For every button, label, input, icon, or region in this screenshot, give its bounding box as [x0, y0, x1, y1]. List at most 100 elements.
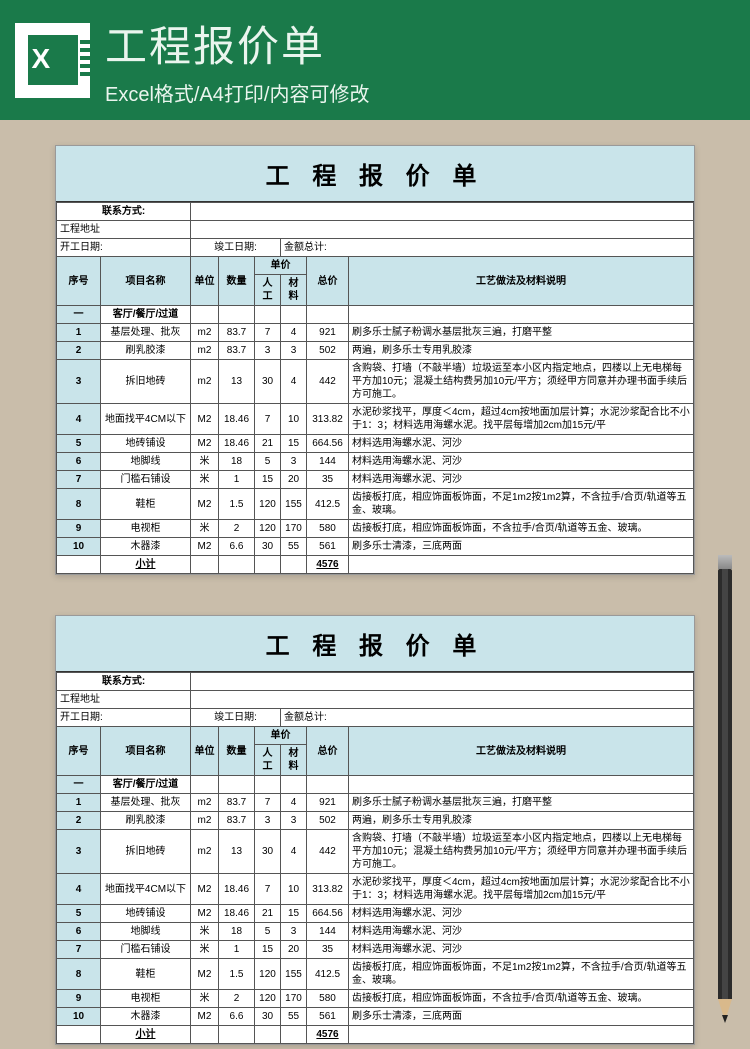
table-cell: 412.5	[307, 489, 349, 520]
section-seq: 一	[57, 306, 101, 324]
table-cell: 2	[219, 990, 255, 1008]
table-row: 1基层处理、批灰m283.774921刷多乐士腻子粉调水基层批灰三遍，打磨平整	[57, 324, 694, 342]
table-cell: 155	[281, 489, 307, 520]
table-cell: 6	[57, 923, 101, 941]
table-cell: 502	[307, 812, 349, 830]
table-row: 6地脚线米1853144材料选用海螺水泥、河沙	[57, 453, 694, 471]
table-cell: 水泥砂浆找平，厚度＜4cm，超过4cm按地面加层计算；水泥沙浆配合比不小于1：3…	[349, 404, 694, 435]
table-row: 9电视柜米2120170580齿接板打底，相应饰面板饰面，不含拉手/合页/轨道等…	[57, 520, 694, 538]
table-row: 10木器漆M26.63055561刷多乐士清漆，三底两面	[57, 538, 694, 556]
contact-label: 联系方式:	[57, 203, 191, 221]
table-cell: 刷多乐士腻子粉调水基层批灰三遍，打磨平整	[349, 324, 694, 342]
table-cell: 120	[255, 520, 281, 538]
table-cell: 地砖铺设	[101, 905, 191, 923]
table-cell: m2	[191, 342, 219, 360]
table-cell: M2	[191, 959, 219, 990]
table-cell: M2	[191, 905, 219, 923]
table-cell: 材料选用海螺水泥、河沙	[349, 941, 694, 959]
table-cell: 7	[255, 874, 281, 905]
table-cell: M2	[191, 404, 219, 435]
table-cell: m2	[191, 794, 219, 812]
address-label: 工程地址	[57, 221, 191, 239]
contact-row: 联系方式:	[57, 203, 694, 221]
table-cell: 13	[219, 830, 255, 874]
table-row: 9电视柜米2120170580齿接板打底，相应饰面板饰面，不含拉手/合页/轨道等…	[57, 990, 694, 1008]
table-cell: 木器漆	[101, 1008, 191, 1026]
table-cell: 502	[307, 342, 349, 360]
table-cell: 1	[219, 941, 255, 959]
col-material: 材料	[281, 275, 307, 306]
table-cell: 20	[281, 471, 307, 489]
table-cell: 9	[57, 520, 101, 538]
table-cell: 拆旧地砖	[101, 830, 191, 874]
table-cell: 15	[255, 471, 281, 489]
col-name: 项目名称	[101, 257, 191, 306]
table-cell: 材料选用海螺水泥、河沙	[349, 905, 694, 923]
amount-label: 金额总计:	[281, 239, 694, 257]
table-cell: 1.5	[219, 959, 255, 990]
table-cell: 材料选用海螺水泥、河沙	[349, 923, 694, 941]
table-cell: 35	[307, 941, 349, 959]
table-cell: 水泥砂浆找平，厚度＜4cm，超过4cm按地面加层计算；水泥沙浆配合比不小于1：3…	[349, 874, 694, 905]
table-cell: 55	[281, 1008, 307, 1026]
table-cell: 7	[57, 471, 101, 489]
subtotal-row: 小计 4576	[57, 556, 694, 574]
table-cell: 两遍，刷多乐士专用乳胶漆	[349, 342, 694, 360]
table-cell: 基层处理、批灰	[101, 794, 191, 812]
table-cell: 144	[307, 923, 349, 941]
table-cell: 1	[57, 794, 101, 812]
table-cell: 30	[255, 1008, 281, 1026]
col-qty: 数量	[219, 257, 255, 306]
table-cell: 门槛石铺设	[101, 471, 191, 489]
table-cell: 刷乳胶漆	[101, 812, 191, 830]
table-cell: 电视柜	[101, 520, 191, 538]
table-cell: 580	[307, 990, 349, 1008]
table-cell: 5	[255, 923, 281, 941]
table-cell: 地面找平4CM以下	[101, 404, 191, 435]
table-cell: 313.82	[307, 874, 349, 905]
table-cell: 齿接板打底，相应饰面板饰面，不足1m2按1m2算，不含拉手/合页/轨道等五金、玻…	[349, 489, 694, 520]
table-cell: 刷多乐士腻子粉调水基层批灰三遍，打磨平整	[349, 794, 694, 812]
table-cell: 313.82	[307, 404, 349, 435]
table-cell: 刷乳胶漆	[101, 342, 191, 360]
page-header: 工程报价单 Excel格式/A4打印/内容可修改	[0, 0, 750, 120]
subtotal-row: 小计 4576	[57, 1026, 694, 1044]
date-row: 开工日期: 竣工日期: 金额总计:	[57, 709, 694, 727]
col-total: 总价	[307, 257, 349, 306]
quote-table: 联系方式: 工程地址 开工日期: 竣工日期: 金额总计: 序号 项目名称 单位 …	[56, 202, 694, 574]
table-cell: 15	[281, 435, 307, 453]
table-row: 8鞋柜M21.5120155412.5齿接板打底，相应饰面板饰面，不足1m2按1…	[57, 489, 694, 520]
address-row: 工程地址	[57, 691, 694, 709]
table-cell: 1	[219, 471, 255, 489]
section-name: 客厅/餐厅/过道	[101, 306, 191, 324]
table-cell: 83.7	[219, 812, 255, 830]
table-cell: 4	[281, 830, 307, 874]
table-cell: 米	[191, 520, 219, 538]
quote-table: 联系方式: 工程地址 开工日期: 竣工日期: 金额总计: 序号 项目名称 单位 …	[56, 672, 694, 1044]
date-row: 开工日期: 竣工日期: 金额总计:	[57, 239, 694, 257]
table-cell: 664.56	[307, 435, 349, 453]
table-cell: 米	[191, 923, 219, 941]
table-cell: M2	[191, 435, 219, 453]
table-cell: 3	[57, 360, 101, 404]
table-cell: 3	[255, 342, 281, 360]
table-cell: M2	[191, 1008, 219, 1026]
table-cell: 20	[281, 941, 307, 959]
table-cell: 材料选用海螺水泥、河沙	[349, 471, 694, 489]
subtotal-label: 小计	[101, 556, 191, 574]
end-date-label: 竣工日期:	[191, 239, 281, 257]
table-cell: 刷多乐士清漆，三底两面	[349, 538, 694, 556]
table-cell: 30	[255, 538, 281, 556]
header-text: 工程报价单 Excel格式/A4打印/内容可修改	[105, 13, 369, 107]
table-row: 2刷乳胶漆m283.733502两遍，刷多乐士专用乳胶漆	[57, 342, 694, 360]
table-cell: m2	[191, 360, 219, 404]
contact-row: 联系方式:	[57, 673, 694, 691]
table-cell: 电视柜	[101, 990, 191, 1008]
table-cell: 170	[281, 520, 307, 538]
table-cell: 6	[57, 453, 101, 471]
table-row: 5地砖铺设M218.462115664.56材料选用海螺水泥、河沙	[57, 905, 694, 923]
table-cell: 10	[57, 1008, 101, 1026]
table-cell: 4	[57, 404, 101, 435]
table-cell: m2	[191, 830, 219, 874]
table-cell: 1.5	[219, 489, 255, 520]
